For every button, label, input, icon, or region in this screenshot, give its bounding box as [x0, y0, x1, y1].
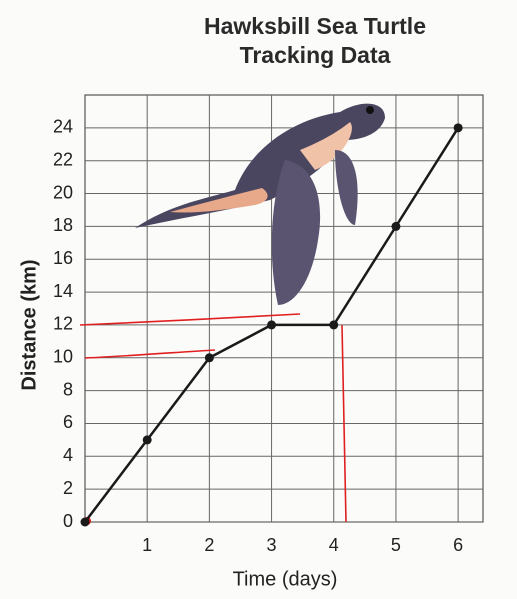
x-tick-label: 6	[453, 535, 463, 555]
data-point	[267, 320, 277, 330]
y-tick-label: 22	[53, 149, 73, 169]
data-point	[142, 435, 152, 445]
data-point	[329, 320, 339, 330]
y-tick-label: 4	[63, 445, 73, 465]
y-tick-label: 24	[53, 117, 73, 137]
y-axis-label: Distance (km)	[18, 259, 40, 390]
data-point	[204, 353, 214, 363]
turtle-illustration	[135, 103, 385, 305]
x-axis-label: Time (days)	[233, 568, 338, 590]
y-tick-label: 10	[53, 347, 73, 367]
y-tick-label: 8	[63, 379, 73, 399]
y-tick-label: 20	[53, 182, 73, 202]
x-tick-label: 3	[267, 535, 277, 555]
y-tick-label: 14	[53, 281, 73, 301]
data-point	[80, 517, 90, 527]
y-tick-label: 12	[53, 314, 73, 334]
y-tick-label: 18	[53, 215, 73, 235]
red-annotations	[79, 313, 347, 525]
x-tick-label: 2	[204, 535, 214, 555]
x-tick-label: 4	[329, 535, 339, 555]
y-tick-label: 6	[63, 412, 73, 432]
y-tick-label: 2	[63, 478, 73, 498]
chart-title: Hawksbill Sea Turtle Tracking Data	[204, 13, 426, 68]
data-point	[391, 221, 401, 231]
x-tick-label: 5	[391, 535, 401, 555]
data-point	[453, 123, 463, 133]
x-tick-label: 1	[142, 535, 152, 555]
y-tick-label: 16	[53, 248, 73, 268]
y-tick-label: 0	[63, 511, 73, 531]
